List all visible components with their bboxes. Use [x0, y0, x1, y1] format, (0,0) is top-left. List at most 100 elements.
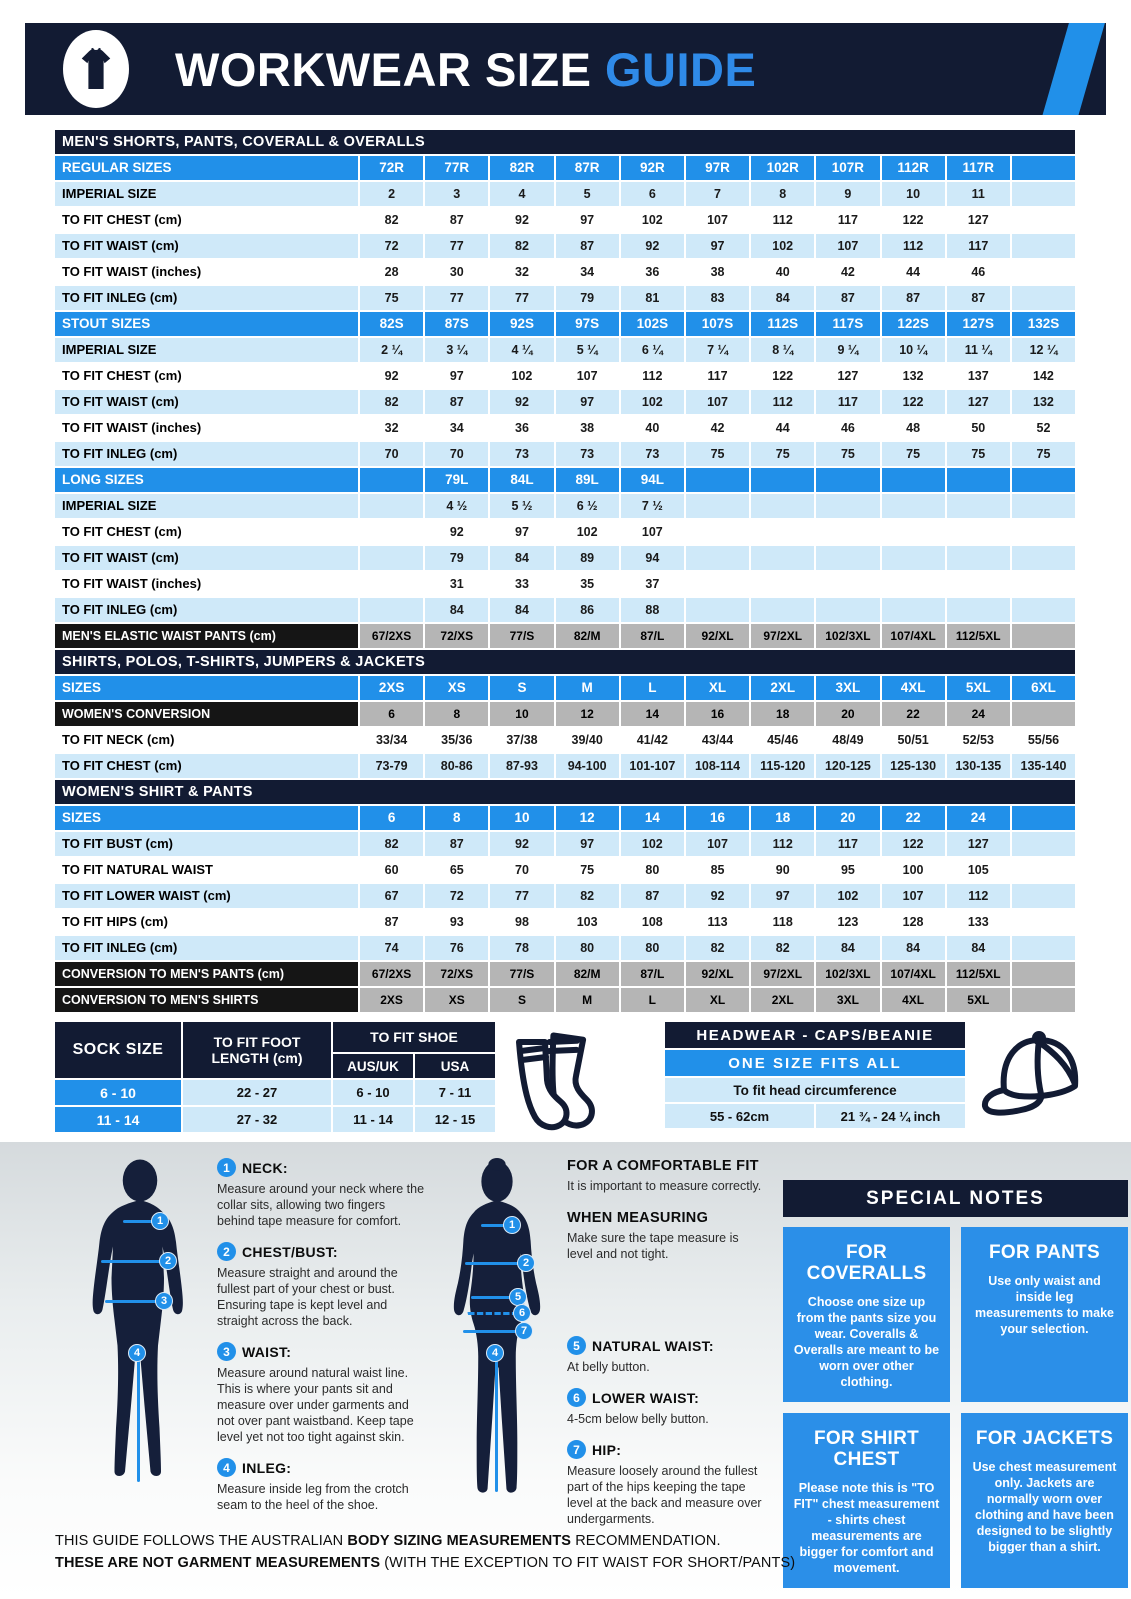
size-cell: 24: [946, 702, 1010, 726]
size-cell: 77/S: [490, 624, 554, 648]
note-pants: FOR PANTS Use only waist and inside leg …: [961, 1227, 1128, 1402]
size-cell: 33/34: [360, 728, 424, 752]
size-cell: 2XL: [751, 676, 815, 700]
measure-marker: 2: [159, 1252, 177, 1270]
size-cell: 92: [360, 364, 424, 388]
size-cell: [946, 520, 1010, 544]
size-cell: 87: [946, 286, 1010, 310]
guide-item-title: NECK:: [242, 1159, 288, 1176]
size-cell: [881, 546, 945, 570]
size-cell: [751, 572, 815, 596]
size-cell: [881, 494, 945, 518]
size-cell: 3XL: [816, 676, 880, 700]
size-cell: 132: [1011, 390, 1076, 414]
size-cell: [946, 572, 1010, 596]
size-cell: 35: [555, 572, 619, 596]
size-cell: 132: [881, 364, 945, 388]
size-cell: [1011, 572, 1076, 596]
size-cell: 102: [490, 364, 554, 388]
size-cell: 77/S: [490, 962, 554, 986]
size-cell: 6: [360, 806, 424, 830]
size-cell: 37/38: [490, 728, 554, 752]
size-cell: 28: [360, 260, 424, 284]
size-cell: 44: [751, 416, 815, 440]
size-cell: 102/3XL: [816, 624, 880, 648]
note-coveralls: FOR COVERALLS Choose one size up from th…: [783, 1227, 950, 1402]
size-cell: 6XL: [1011, 676, 1076, 700]
size-cell: 43/44: [685, 728, 750, 752]
when-measuring-block: WHEN MEASURING Make sure the tape measur…: [567, 1210, 767, 1262]
size-cell: 9 ¼: [816, 338, 880, 362]
guide-item-title: LOWER WAIST:: [592, 1389, 700, 1406]
note-text: Choose one size up from the pants size y…: [793, 1294, 940, 1389]
sock-size-value: 11 - 14: [55, 1107, 181, 1132]
row-label: TO FIT WAIST (inches): [55, 260, 358, 284]
guide-item-chest: 2 CHEST/BUST: Measure straight and around…: [217, 1242, 425, 1329]
size-cell: 97: [685, 234, 750, 258]
size-cell: 22: [881, 806, 945, 830]
size-cell: 95: [816, 858, 880, 882]
table-row: TO FIT WAIST (inches) 31 33 35 37: [55, 572, 1076, 596]
footer-disclaimer: THIS GUIDE FOLLOWS THE AUSTRALIAN BODY S…: [55, 1530, 795, 1575]
row-label: TO FIT INLEG (cm): [55, 936, 358, 960]
guide-item-title: NATURAL WAIST:: [592, 1337, 714, 1354]
size-cell: 80: [620, 858, 684, 882]
size-cell: 81: [620, 286, 684, 310]
size-cell: 67: [360, 884, 424, 908]
size-cell: 79L: [425, 468, 489, 492]
cap-icon: [979, 1028, 1089, 1124]
size-cell: 118: [751, 910, 815, 934]
size-cell: 87: [425, 832, 489, 856]
size-cell: 92: [490, 390, 554, 414]
size-cell: 4 ¼: [490, 338, 554, 362]
size-cell: 73: [620, 442, 684, 466]
size-cell: 94-100: [555, 754, 619, 778]
row-label: SIZES: [55, 676, 358, 700]
size-cell: 103: [555, 910, 619, 934]
bottom-tables: SOCK SIZE TO FIT FOOT LENGTH (cm) TO FIT…: [55, 1022, 1105, 1132]
male-figure: 1 2 3 4: [75, 1158, 205, 1488]
size-cell: 65: [425, 858, 489, 882]
size-cell: 85: [685, 858, 750, 882]
size-cell: 70: [425, 442, 489, 466]
size-cell: 112S: [751, 312, 815, 336]
size-cell: 42: [685, 416, 750, 440]
waist-measure-line: [105, 1300, 161, 1303]
size-cell: 92S: [490, 312, 554, 336]
size-cell: [1011, 468, 1076, 492]
size-cell: 4: [490, 182, 554, 206]
size-cell: [1011, 260, 1076, 284]
size-cell: 135-140: [1011, 754, 1076, 778]
size-cell: L: [620, 988, 684, 1012]
size-cell: 18: [751, 702, 815, 726]
size-cell: 125-130: [881, 754, 945, 778]
size-cell: [816, 494, 880, 518]
size-cell: 75: [816, 442, 880, 466]
size-tables: MEN'S SHORTS, PANTS, COVERALL & OVERALLS…: [55, 130, 1076, 1014]
size-cell: 5 ½: [490, 494, 554, 518]
measure-marker: 4: [128, 1344, 146, 1362]
guide-item-neck: 1 NECK: Measure around your neck where th…: [217, 1158, 425, 1229]
row-label: TO FIT CHEST (cm): [55, 520, 358, 544]
table-row: TO FIT CHEST (cm) 73-79 80-86 87-93 94-100 10…: [55, 754, 1076, 778]
size-cell: 80: [620, 936, 684, 960]
number-badge: 2: [217, 1242, 236, 1261]
size-cell: 11: [946, 182, 1010, 206]
size-cell: 44: [881, 260, 945, 284]
size-cell: [1011, 884, 1076, 908]
size-cell: 97: [490, 520, 554, 544]
table-row: TO FIT WAIST (inches) 32 34 36 38 40 42 44 46 48 5…: [55, 416, 1076, 440]
size-cell: 2: [360, 182, 424, 206]
size-cell: 8 ¼: [751, 338, 815, 362]
row-label: IMPERIAL SIZE: [55, 338, 358, 362]
size-cell: [1011, 182, 1076, 206]
comfortable-fit-block: FOR A COMFORTABLE FIT It is important to…: [567, 1158, 767, 1194]
size-cell: [1011, 858, 1076, 882]
size-cell: [685, 598, 750, 622]
size-cell: 77: [425, 286, 489, 310]
size-cell: 55/56: [1011, 728, 1076, 752]
guide-item-waist: 3 WAIST: Measure around natural waist lin…: [217, 1342, 425, 1445]
size-cell: 92: [685, 884, 750, 908]
size-cell: 45/46: [751, 728, 815, 752]
